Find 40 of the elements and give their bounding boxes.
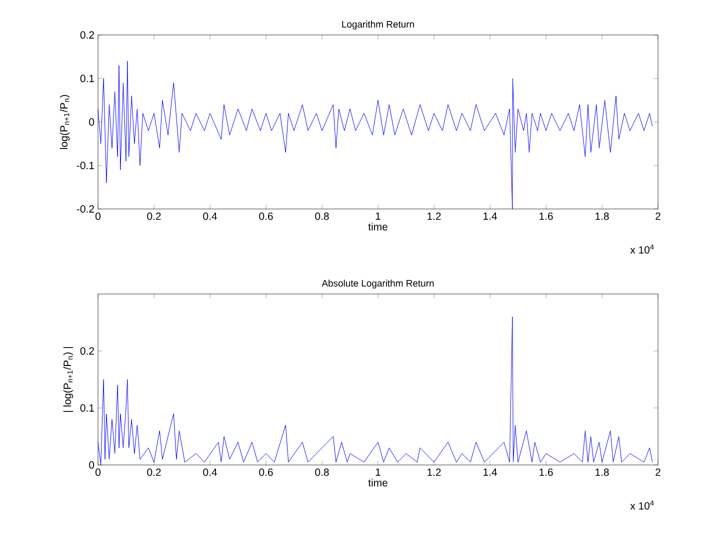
x-tick-label: 0 <box>96 468 101 476</box>
x-tick-label: 1.8 <box>596 212 609 220</box>
x-tick-label: 0.4 <box>203 468 217 476</box>
x-tick-label: 1 <box>376 212 380 220</box>
y-tick-label: -0.2 <box>76 205 94 213</box>
x-tick-label: 1.8 <box>596 468 609 476</box>
x-tick-label: 0.4 <box>203 212 217 220</box>
x-tick-label: 0.8 <box>315 468 329 476</box>
x-tick-label: 1 <box>376 468 380 476</box>
x-tick-label: 0.6 <box>259 212 273 220</box>
x-tick-label: 0.2 <box>147 468 161 476</box>
text: x 10$^{4}$ <box>630 500 654 510</box>
y-tick-label: 0.2 <box>80 347 94 355</box>
x-tick-label: 1.4 <box>484 212 497 220</box>
y-tick-label: 0 <box>89 118 94 126</box>
x-tick-label: 1.2 <box>428 212 441 220</box>
y-axis-title: log(P$_{n+1}$/P$_{n}$) <box>60 95 70 149</box>
y-tick-label: 0.2 <box>80 31 94 39</box>
y-tick-label: 0.1 <box>80 404 94 412</box>
x-tick-label: 0.6 <box>259 468 273 476</box>
line-series <box>98 316 653 466</box>
y-tick-label: 0.1 <box>80 74 94 82</box>
line-series <box>98 60 653 210</box>
x-tick-label: 1.4 <box>484 468 497 476</box>
x-axis-title: time <box>368 222 388 230</box>
y-axis-title: | log(P$_{n+1}$/P$_{n}$) | <box>63 347 74 412</box>
chart-title: Logarithm Return <box>342 20 414 30</box>
chart-title: Absolute Logarithm Return <box>322 280 434 288</box>
x-tick-label: 2 <box>656 468 660 476</box>
x-tick-label: 1.2 <box>428 468 441 476</box>
y-tick-label: 0 <box>89 461 94 469</box>
x-tick-label: 2 <box>656 212 660 220</box>
x-tick-label: 0.2 <box>147 212 161 220</box>
y-tick-label: -0.1 <box>76 162 94 170</box>
x-axis-title: time <box>368 478 388 486</box>
text: x 10$^{4}$ <box>630 244 654 254</box>
x-tick-label: 0 <box>96 212 101 220</box>
x-tick-label: 1.6 <box>540 468 553 476</box>
x-tick-label: 1.6 <box>540 212 553 220</box>
x-tick-label: 0.8 <box>315 212 329 220</box>
